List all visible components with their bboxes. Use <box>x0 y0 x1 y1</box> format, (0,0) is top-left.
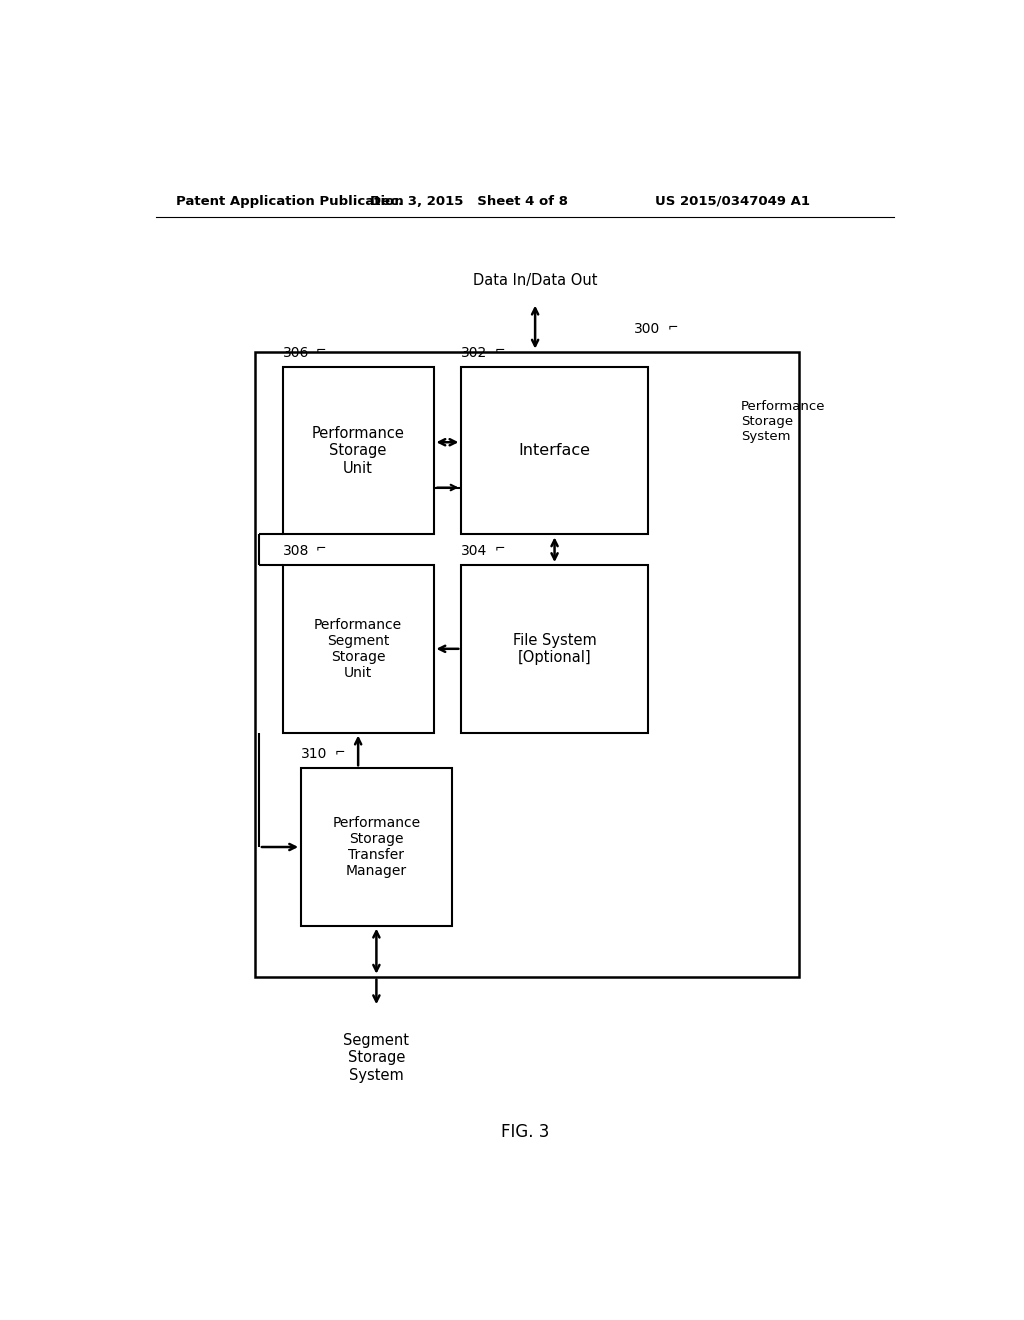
Text: Patent Application Publication: Patent Application Publication <box>176 194 403 207</box>
Text: ⌐: ⌐ <box>334 744 345 758</box>
Text: Segment
Storage
System: Segment Storage System <box>343 1034 410 1082</box>
Text: ⌐: ⌐ <box>316 343 327 356</box>
Bar <box>283 367 433 535</box>
Text: File System
[Optional]: File System [Optional] <box>513 632 596 665</box>
Text: Performance
Segment
Storage
Unit: Performance Segment Storage Unit <box>314 618 402 680</box>
Text: 300: 300 <box>634 322 660 337</box>
Text: ⌐: ⌐ <box>495 541 505 554</box>
Bar <box>461 565 648 733</box>
Bar <box>283 565 433 733</box>
Text: Performance
Storage
Transfer
Manager: Performance Storage Transfer Manager <box>333 816 421 878</box>
Text: FIG. 3: FIG. 3 <box>501 1123 549 1140</box>
Text: Dec. 3, 2015   Sheet 4 of 8: Dec. 3, 2015 Sheet 4 of 8 <box>371 194 568 207</box>
Text: Data In/Data Out: Data In/Data Out <box>473 273 597 289</box>
Text: 304: 304 <box>461 544 487 558</box>
Text: ⌐: ⌐ <box>316 541 327 554</box>
Text: US 2015/0347049 A1: US 2015/0347049 A1 <box>655 194 811 207</box>
Text: 306: 306 <box>283 346 309 359</box>
Text: Interface: Interface <box>518 444 591 458</box>
Text: ⌐: ⌐ <box>495 343 505 356</box>
Text: 308: 308 <box>283 544 309 558</box>
Text: 310: 310 <box>301 747 328 762</box>
Text: ⌐: ⌐ <box>668 321 678 333</box>
Text: 302: 302 <box>461 346 487 359</box>
Bar <box>461 367 648 535</box>
Text: Performance
Storage
System: Performance Storage System <box>740 400 825 444</box>
Text: Performance
Storage
Unit: Performance Storage Unit <box>311 426 404 475</box>
Bar <box>301 768 452 925</box>
Bar <box>255 351 799 977</box>
